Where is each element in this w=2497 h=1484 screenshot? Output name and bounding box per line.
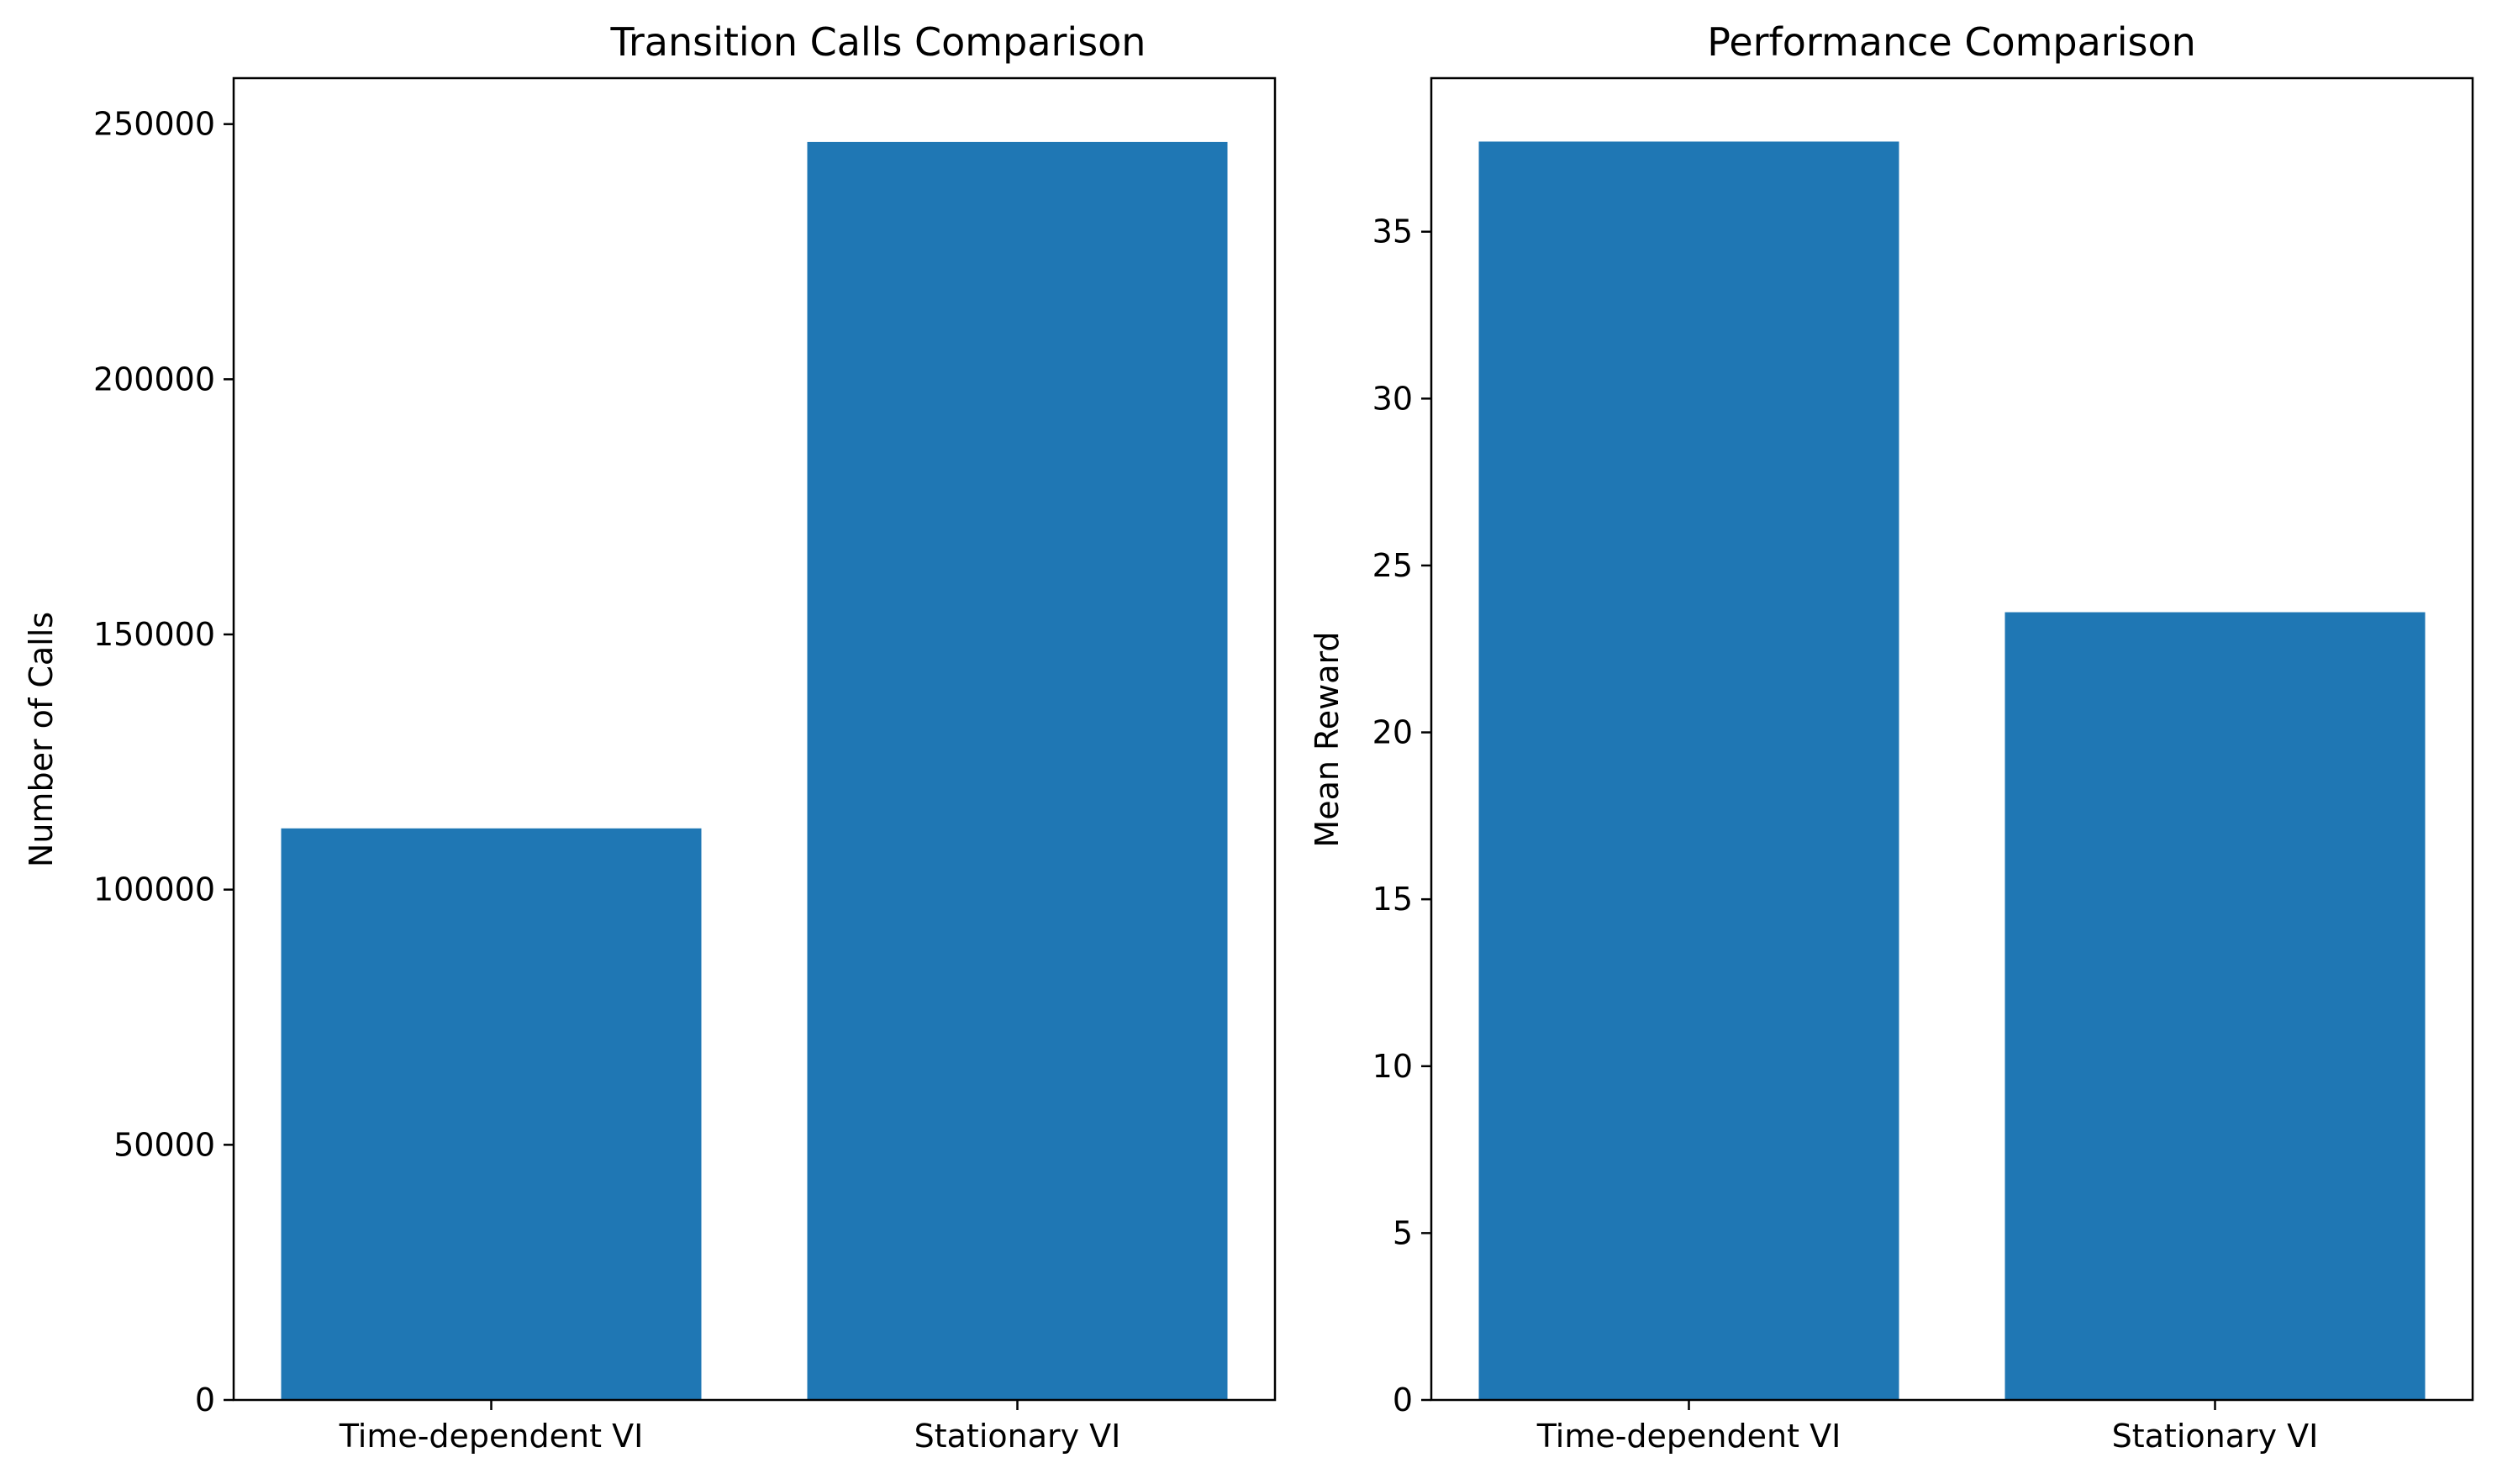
x-tick-label: Time-dependent VI bbox=[1536, 1418, 1841, 1455]
bar-1 bbox=[2004, 612, 2426, 1400]
y-axis-label: Mean Reward bbox=[1309, 631, 1346, 847]
y-ticks: 0 50000 100000 150000 200000 250000 bbox=[93, 106, 234, 1418]
x-tick-label: Stationary VI bbox=[914, 1418, 1121, 1455]
y-tick-label: 150000 bbox=[93, 616, 215, 653]
bar-0 bbox=[1478, 141, 1899, 1401]
bars bbox=[1478, 141, 2426, 1401]
y-tick-label: 0 bbox=[1393, 1381, 1413, 1418]
transition-calls-chart: Transition Calls Comparison Number of Ca… bbox=[23, 19, 1277, 1455]
x-tick-label: Time-dependent VI bbox=[339, 1418, 644, 1455]
y-axis-label: Number of Calls bbox=[23, 612, 60, 867]
y-tick-label: 15 bbox=[1372, 881, 1413, 918]
y-tick-label: 20 bbox=[1372, 714, 1413, 751]
y-ticks: 0 5 10 15 20 25 30 35 bbox=[1372, 213, 1431, 1418]
y-tick-label: 250000 bbox=[93, 106, 215, 143]
chart-title: Transition Calls Comparison bbox=[610, 19, 1146, 65]
y-tick-label: 100000 bbox=[93, 871, 215, 908]
plot-frame bbox=[1430, 76, 2474, 1402]
y-tick-label: 0 bbox=[195, 1381, 215, 1418]
chart-title: Performance Comparison bbox=[1707, 19, 2196, 65]
bar-1 bbox=[807, 141, 1228, 1400]
x-ticks: Time-dependent VI Stationary VI bbox=[1536, 1400, 2319, 1455]
performance-chart: Performance Comparison Mean Reward 0 5 10 1… bbox=[1309, 19, 2474, 1455]
y-tick-label: 30 bbox=[1372, 380, 1413, 417]
y-tick-label: 35 bbox=[1372, 213, 1413, 250]
x-tick-label: Stationary VI bbox=[2112, 1418, 2319, 1455]
plot-frame bbox=[232, 76, 1277, 1402]
y-tick-label: 25 bbox=[1372, 547, 1413, 584]
bars bbox=[281, 141, 1228, 1400]
y-tick-label: 50000 bbox=[113, 1126, 215, 1163]
bar-0 bbox=[281, 828, 702, 1400]
y-tick-label: 200000 bbox=[93, 360, 215, 397]
y-tick-label: 5 bbox=[1393, 1214, 1413, 1251]
x-ticks: Time-dependent VI Stationary VI bbox=[339, 1400, 1121, 1455]
y-tick-label: 10 bbox=[1372, 1048, 1413, 1085]
